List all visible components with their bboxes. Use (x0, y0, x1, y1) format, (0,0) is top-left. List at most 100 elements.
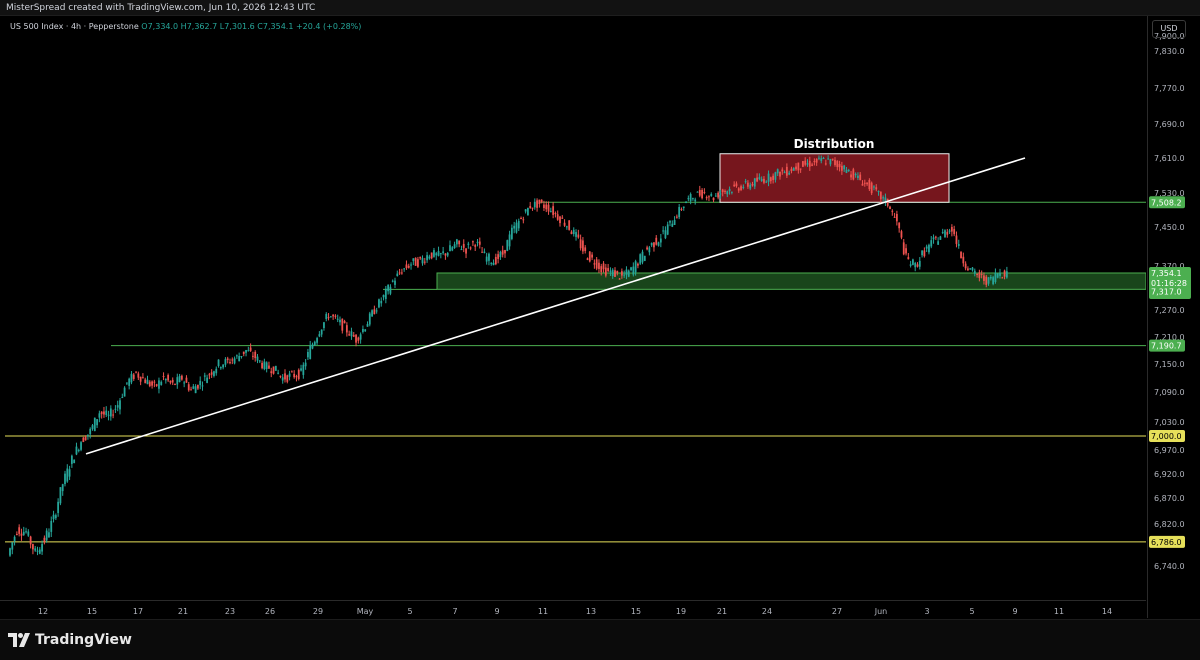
time-axis[interactable]: 12 15 17 21 23 26 29 May 5 7 9 11 13 15 19 21 24 27 Jun 3 5 9… (0, 601, 1146, 619)
candle-body (850, 174, 852, 178)
candle-body (61, 484, 64, 492)
tradingview-logo[interactable]: TradingView (8, 630, 132, 650)
candle-body (721, 189, 724, 193)
candle-body (834, 159, 836, 165)
time-tick-label: 7 (452, 607, 457, 616)
candle-body (245, 350, 247, 353)
candle-body (238, 356, 241, 362)
candle-body (426, 255, 428, 261)
candle-body (254, 351, 257, 359)
currency-button[interactable]: USD (1152, 20, 1186, 38)
candle-body (378, 299, 380, 308)
candle-body (728, 188, 731, 192)
candle-body (978, 272, 981, 278)
candle-body (20, 533, 23, 536)
symbol-info[interactable]: US 500 Index · 4h · Pepperstone O7,334.0… (10, 22, 361, 31)
countdown-label: 01:16:28 (1151, 279, 1187, 288)
candle-body (854, 173, 857, 176)
candle-body (962, 256, 965, 264)
candle-body (231, 359, 234, 361)
candle-body (114, 408, 117, 410)
candle-body (802, 161, 804, 167)
candle-body (836, 160, 839, 167)
candle-body (976, 273, 978, 276)
candle-body (733, 184, 736, 187)
level-price-tag (1149, 196, 1185, 209)
candle-body (329, 316, 332, 318)
candle-body (873, 186, 875, 188)
candle-body (879, 191, 882, 200)
price-tick-label: 7,090.0 (1154, 388, 1185, 397)
candle-body (160, 381, 163, 385)
candle-body (11, 542, 14, 550)
candle-body (75, 446, 78, 455)
price-tick-label: 7,610.0 (1154, 154, 1185, 163)
candle-body (38, 549, 41, 554)
candle-body (490, 262, 493, 264)
price-tick-label: 7,690.0 (1154, 120, 1185, 129)
candle-body (215, 368, 218, 374)
candle-body (444, 253, 447, 256)
price-scale[interactable]: 7,900.0 7,830.0 7,770.0 7,690.0 7,610.0 7,530… (1147, 16, 1200, 618)
candle-body (708, 196, 710, 198)
candle-body (937, 241, 940, 245)
time-scale[interactable]: 12 15 17 21 23 26 29 May 5 7 9 11 13 15 19 21 24 27 Jun 3 5 9… (0, 600, 1146, 619)
candle-body (859, 174, 862, 181)
candle-body (861, 183, 864, 186)
candle-body (960, 251, 962, 259)
chart-area[interactable]: Distribution (0, 16, 1147, 618)
candle-body (87, 434, 89, 437)
candle-body (258, 360, 261, 362)
candle-body (235, 355, 238, 357)
candle-body (497, 254, 500, 259)
candle-body (632, 266, 635, 275)
candle-body (18, 527, 21, 534)
candle-body (533, 201, 536, 208)
candle-body (453, 244, 456, 248)
candle-body (614, 270, 616, 277)
candle-body (167, 375, 170, 381)
candle-body (921, 250, 923, 256)
candle-body (726, 191, 729, 195)
price-chart[interactable]: Distribution (0, 16, 1147, 618)
candle-body (135, 371, 137, 373)
candle-body (139, 376, 142, 382)
candle-body (462, 243, 465, 248)
candle-body (540, 199, 543, 203)
price-axis[interactable]: 7,900.0 7,830.0 7,770.0 7,690.0 7,610.0 7,530… (1148, 16, 1200, 618)
candle-body (618, 278, 621, 280)
price-tick-label: 7,030.0 (1154, 418, 1185, 427)
candle-body (313, 341, 316, 346)
candle-body (357, 337, 360, 341)
candle-body (73, 459, 76, 464)
candle-body (265, 362, 268, 369)
candle-body (760, 179, 763, 182)
price-tick-label: 6,820.0 (1154, 520, 1185, 529)
candle-body (430, 252, 433, 259)
candle-body (884, 197, 887, 203)
candle-body (790, 168, 793, 172)
time-tick-label: 19 (676, 607, 686, 616)
candle-body (15, 533, 18, 535)
candle-body (219, 367, 222, 369)
candle-body (297, 369, 300, 380)
candle-body (989, 276, 992, 279)
candle-body (756, 177, 758, 182)
candle-body (611, 269, 614, 277)
candle-body (799, 168, 802, 170)
candle-body (973, 270, 976, 274)
candle-body (639, 254, 642, 264)
candle-body (481, 251, 483, 253)
candle-body (513, 225, 516, 229)
candle-body (213, 371, 215, 376)
candle-body (256, 356, 259, 361)
candle-body (309, 345, 312, 359)
candle-body (146, 379, 149, 385)
candle-body (946, 231, 949, 235)
candle-body (781, 169, 784, 172)
candle-body (398, 272, 401, 274)
symbol-name[interactable]: US 500 Index · 4h · Pepperstone (10, 22, 139, 31)
candle-body (474, 245, 477, 247)
candle-body (412, 258, 415, 262)
candle-body (36, 550, 39, 552)
